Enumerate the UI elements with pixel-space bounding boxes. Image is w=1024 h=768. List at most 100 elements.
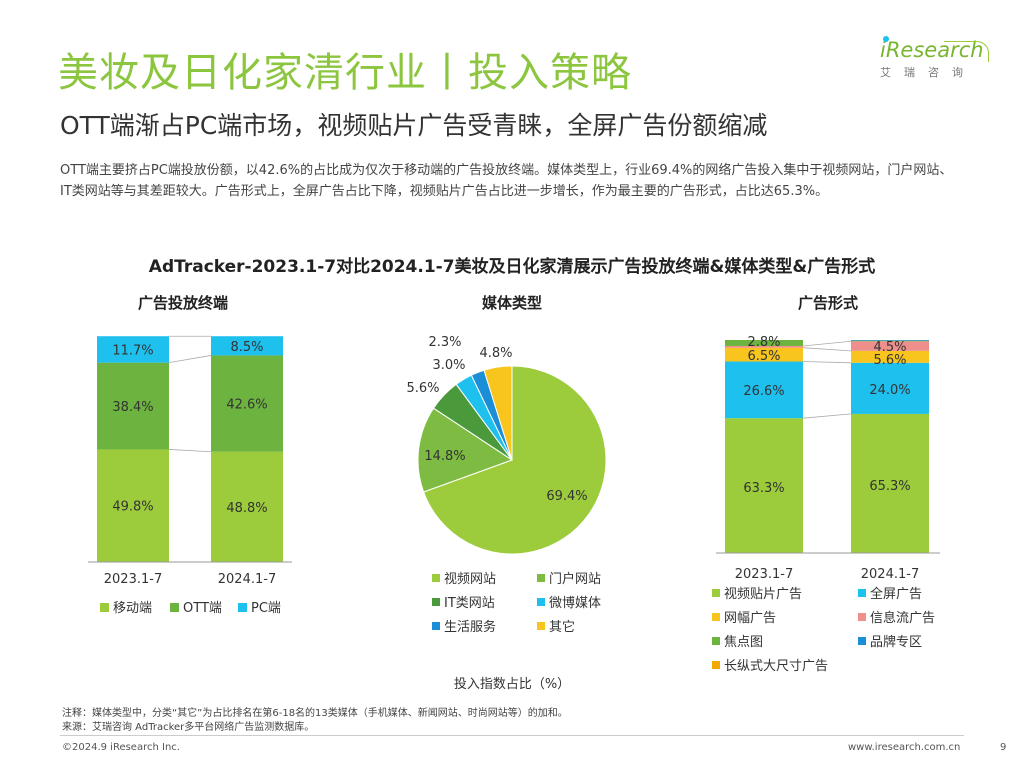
chart3-bar-segment	[851, 340, 929, 342]
chart3-bar-segment	[851, 413, 929, 553]
chart3-connector-line	[802, 340, 852, 347]
chart3-data-label: 2.8%	[747, 335, 780, 350]
page-title: 美妆及日化家清行业丨投入策略	[58, 50, 632, 96]
chart3-data-label: 63.3%	[743, 481, 784, 496]
chart3-title: 广告形式	[798, 294, 858, 312]
chart3-x-tick-label: 2024.1-7	[861, 567, 919, 582]
chart2-legend-swatch	[537, 574, 545, 582]
chart2-pie-slice	[417, 407, 514, 493]
source-text: 来源：艾瑞咨询 AdTracker多平台网络广告监测数据库。	[62, 722, 315, 733]
chart1-bar-segment	[97, 362, 169, 450]
chart3-legend-swatch	[858, 637, 866, 645]
description-paragraph: OTT端主要挤占PC端投放份额，以42.6%的占比成为仅次于移动端的广告投放终端…	[60, 163, 953, 199]
chart3-bar-segment	[725, 340, 803, 346]
page-number: 9	[1000, 742, 1007, 753]
chart2-data-label: 4.8%	[479, 346, 512, 361]
chart3-legend-label: 视频贴片广告	[724, 587, 802, 602]
chart3-legend-label: 网幅广告	[724, 611, 776, 626]
chart3-legend-label: 品牌专区	[870, 634, 922, 650]
chart2-data-label: 14.8%	[424, 449, 465, 464]
chart3-legend-label: 长纵式大尺寸广告	[724, 659, 828, 674]
chart1-legend-swatch	[170, 603, 179, 612]
chart1-title: 广告投放终端	[138, 294, 228, 312]
chart3-legend-swatch	[712, 661, 720, 669]
main-chart-title: AdTracker-2023.1-7对比2024.1-7美妆及日化家清展示广告投…	[148, 257, 876, 277]
chart2-legend-swatch	[537, 598, 545, 606]
chart1-data-label: 48.8%	[226, 501, 267, 516]
chart2-data-label: 2.3%	[428, 335, 461, 350]
chart3-bar-segment	[851, 340, 929, 341]
chart1-data-label: 11.7%	[112, 343, 153, 358]
chart3-data-label: 24.0%	[869, 383, 910, 398]
chart3-data-label: 65.3%	[869, 479, 910, 494]
chart2-legend-swatch	[537, 622, 545, 630]
logo: iResearch 艾瑞咨询	[880, 36, 989, 80]
chart3-legend-swatch	[712, 637, 720, 645]
chart3-connector-line	[802, 413, 852, 419]
chart1-x-tick-label: 2023.1-7	[104, 572, 162, 587]
chart1-bar-segment	[211, 355, 283, 452]
chart2-legend-label: 门户网站	[549, 571, 601, 587]
copyright-text: ©2024.9 iResearch Inc.	[62, 742, 180, 753]
chart3-legend-label: 全屏广告	[870, 586, 922, 602]
chart3-connector-line	[802, 361, 852, 364]
chart2-pie-slice	[422, 365, 607, 555]
chart2-data-label: 3.0%	[432, 358, 465, 373]
chart3-bar-segment	[851, 362, 929, 414]
chart1-data-label: 38.4%	[112, 400, 153, 415]
chart2-legend-label: 生活服务	[444, 619, 496, 635]
chart2-legend-label: 视频网站	[444, 572, 496, 587]
logo-subtext: 艾瑞咨询	[880, 66, 976, 79]
chart3-legend-swatch	[858, 613, 866, 621]
chart1-bar-segment	[97, 336, 169, 363]
chart2-legend-label: IT类网站	[444, 596, 495, 611]
chart3-legend-swatch	[712, 613, 720, 621]
chart3-data-label: 4.5%	[873, 340, 906, 355]
chart3-x-tick-label: 2023.1-7	[735, 567, 793, 582]
chart1-bar-segment	[97, 449, 169, 562]
chart3-legend-label: 信息流广告	[870, 610, 935, 626]
logo-text: iResearch	[880, 38, 984, 62]
chart3-legend-swatch	[712, 589, 720, 597]
page-subtitle: OTT端渐占PC端市场，视频贴片广告受青睐，全屏广告份额缩减	[60, 111, 768, 140]
chart2-pie-slice	[483, 365, 513, 461]
chart1-legend-label: PC端	[251, 601, 281, 616]
chart1-data-label: 8.5%	[230, 340, 263, 355]
chart2-data-label: 5.6%	[406, 381, 439, 396]
chart1-bar-segment	[211, 336, 283, 356]
chart1-x-tick-label: 2024.1-7	[218, 572, 276, 587]
website-text: www.iresearch.com.cn	[848, 742, 961, 753]
chart3-bar-segment	[725, 361, 803, 419]
chart2-legend-label: 其它	[549, 619, 575, 635]
chart2-title: 媒体类型	[482, 294, 542, 312]
chart2-legend-swatch	[432, 574, 440, 582]
chart1-data-label: 42.6%	[226, 398, 267, 413]
chart3-data-label: 26.6%	[743, 384, 784, 399]
chart1-connector-line	[168, 355, 212, 364]
chart1-legend-swatch	[238, 603, 247, 612]
logo-arc-icon	[944, 41, 989, 62]
note-text: 注释：媒体类型中，分类“其它”为占比排名在第6-18名的13类媒体（手机媒体、新…	[62, 708, 568, 719]
chart3-bar-segment	[851, 350, 929, 363]
chart3-connector-line	[802, 347, 852, 352]
chart3-data-label: 5.6%	[873, 353, 906, 368]
chart2-legend-swatch	[432, 598, 440, 606]
chart1-legend-label: OTT端	[183, 601, 222, 616]
chart3-bar-segment	[725, 345, 803, 348]
chart3-bar-segment	[725, 418, 803, 553]
chart1-legend-swatch	[100, 603, 109, 612]
chart1-legend-label: 移动端	[113, 601, 152, 616]
chart2-caption: 投入指数占比（%）	[454, 676, 570, 692]
chart2-data-label: 69.4%	[546, 489, 587, 504]
chart3-legend-label: 焦点图	[724, 635, 763, 650]
chart3-bar-segment	[851, 341, 929, 351]
chart1-data-label: 49.8%	[112, 500, 153, 515]
footer-divider	[60, 735, 964, 736]
logo-dot-icon	[883, 36, 889, 42]
chart1-connector-line	[168, 449, 212, 453]
chart3-bar-segment	[725, 347, 803, 362]
chart3-data-label: 6.5%	[747, 349, 780, 364]
chart2-legend-label: 微博媒体	[549, 596, 601, 611]
chart1-bar-segment	[211, 451, 283, 562]
